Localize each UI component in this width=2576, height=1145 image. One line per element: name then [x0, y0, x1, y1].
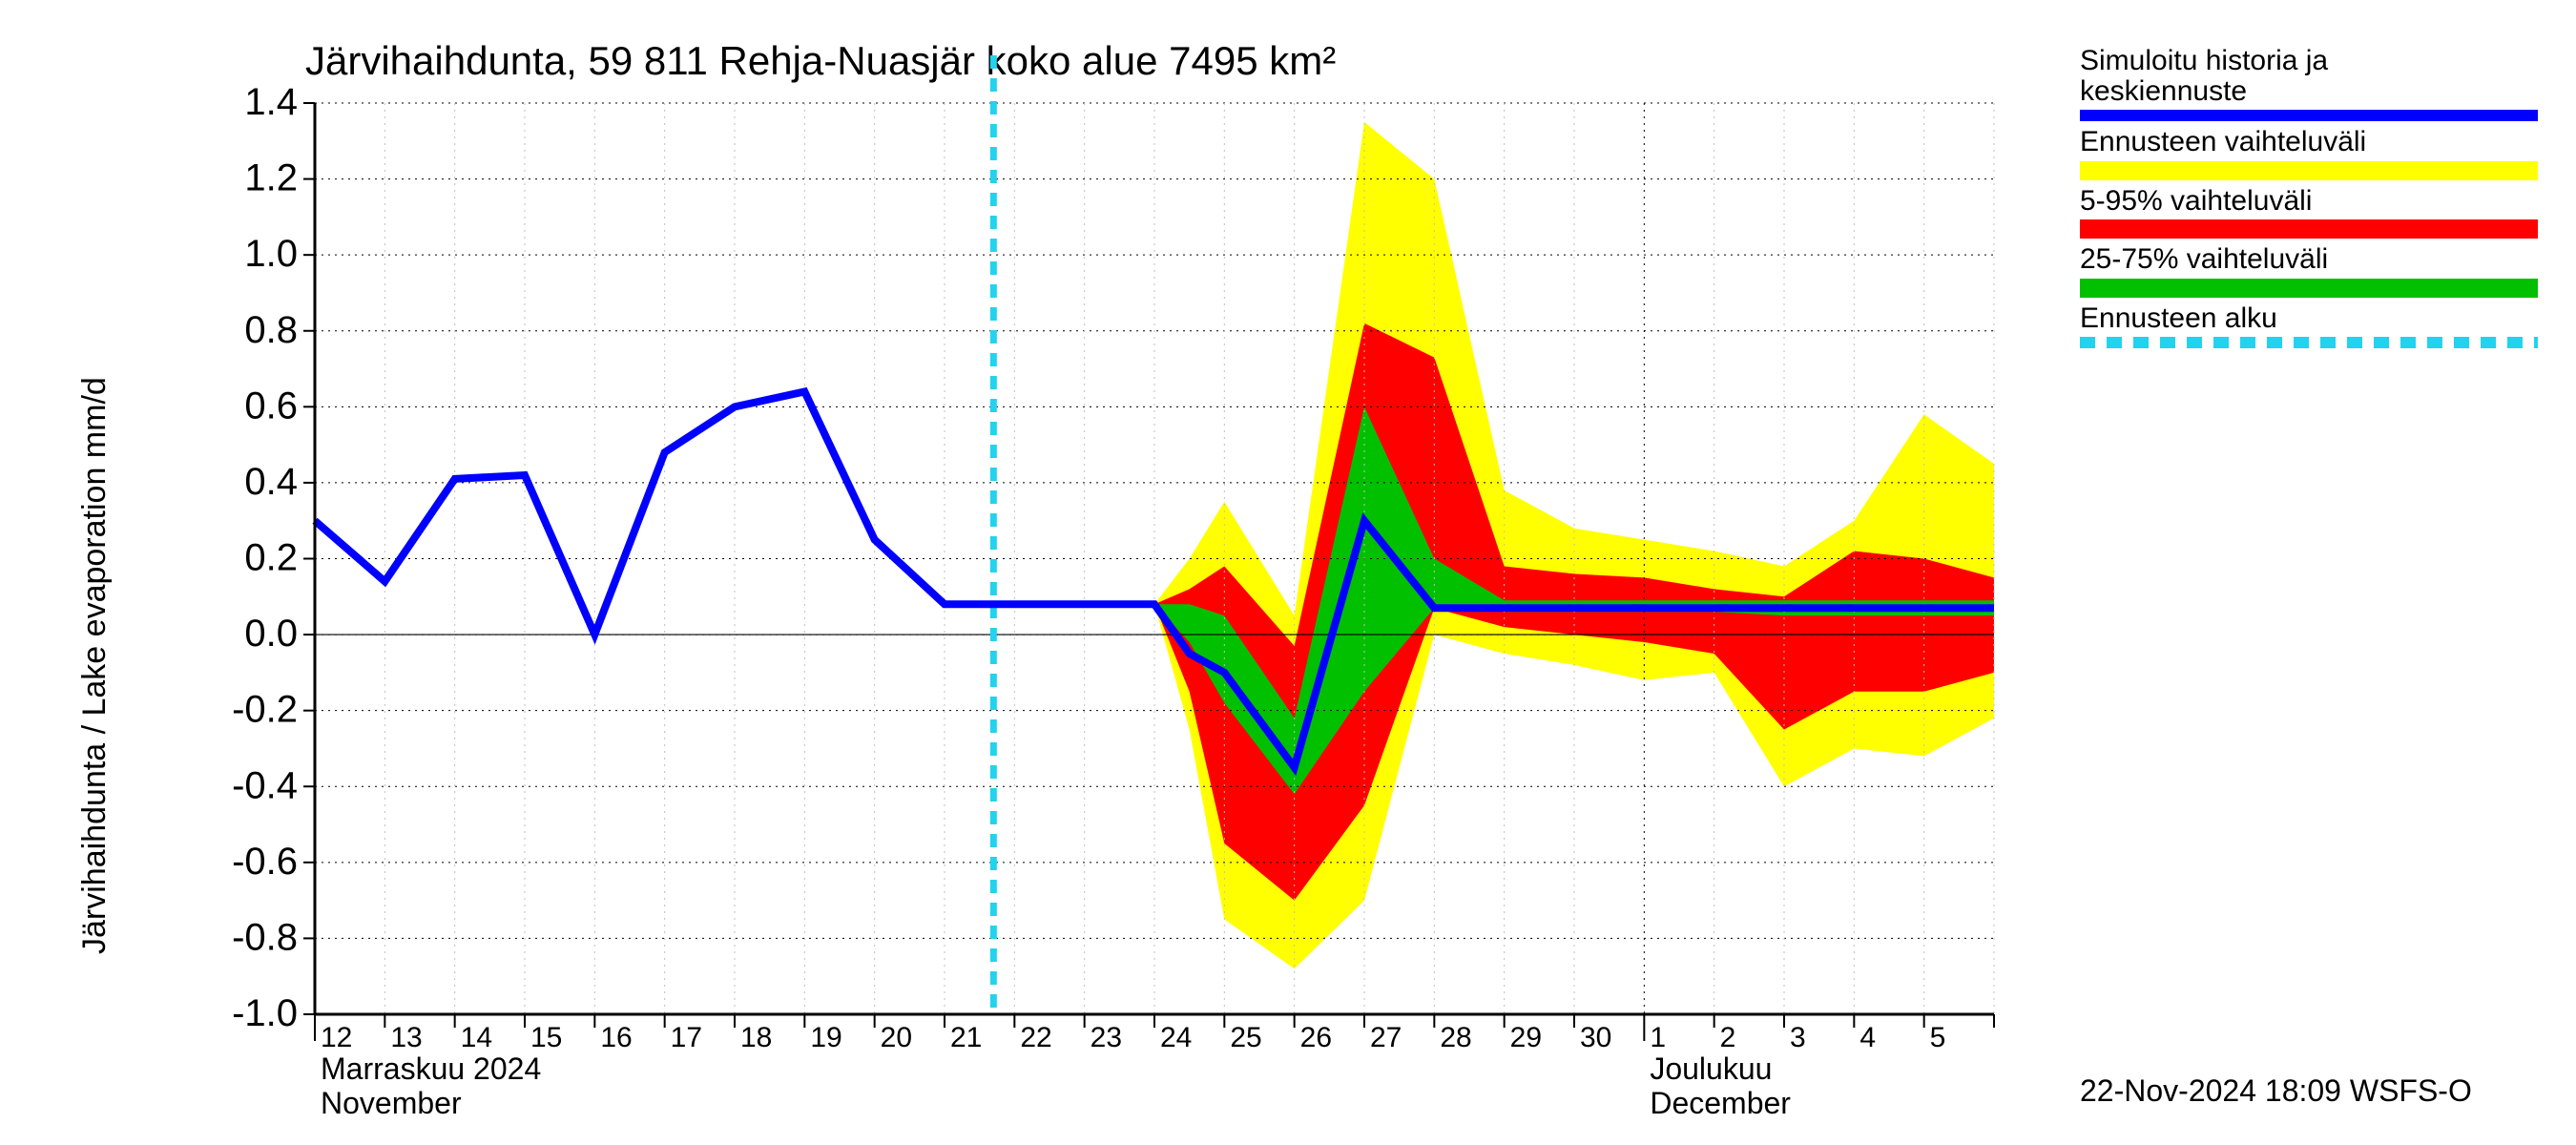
y-tick-label: 0.0 — [244, 613, 298, 655]
x-day-label: 1 — [1650, 1022, 1666, 1053]
y-tick-label: -0.4 — [232, 764, 298, 806]
y-tick-label: 0.2 — [244, 537, 298, 579]
y-tick-label: -0.2 — [232, 689, 298, 731]
chart-page: { "chart": { "type": "line-with-bands", … — [0, 0, 2576, 1145]
legend-label: 5-95% vaihteluväli — [2080, 186, 2538, 217]
legend-swatch — [2080, 337, 2538, 348]
legend-label: 25-75% vaihteluväli — [2080, 244, 2538, 275]
y-tick-label: 0.4 — [244, 461, 298, 503]
x-day-label: 22 — [1020, 1022, 1051, 1053]
x-day-label: 15 — [530, 1022, 562, 1053]
x-day-label: 3 — [1790, 1022, 1806, 1053]
legend-swatch — [2080, 279, 2538, 298]
y-axis-label: Järvihaihdunta / Lake evaporation mm/d — [76, 48, 114, 954]
x-day-label: 5 — [1930, 1022, 1946, 1053]
y-tick-label: 1.0 — [244, 233, 298, 275]
x-day-label: 14 — [461, 1022, 492, 1053]
x-month-label: December — [1650, 1086, 1791, 1120]
y-tick-label: 0.8 — [244, 309, 298, 351]
legend-swatch — [2080, 161, 2538, 180]
legend-swatch — [2080, 110, 2538, 121]
x-day-label: 23 — [1091, 1022, 1122, 1053]
y-tick-label: 0.6 — [244, 385, 298, 427]
y-tick-label: -0.8 — [232, 916, 298, 958]
legend-entry: 25-75% vaihteluväli — [2080, 244, 2538, 298]
x-day-label: 19 — [810, 1022, 841, 1053]
legend-entry: 5-95% vaihteluväli — [2080, 186, 2538, 239]
x-day-label: 29 — [1510, 1022, 1542, 1053]
x-day-label: 2 — [1720, 1022, 1736, 1053]
legend-entry: Ennusteen vaihteluväli — [2080, 127, 2538, 180]
legend-label: Ennusteen alku — [2080, 303, 2538, 334]
y-tick-label: 1.2 — [244, 157, 298, 199]
y-tick-label: -0.6 — [232, 841, 298, 883]
x-day-label: 16 — [600, 1022, 632, 1053]
x-day-label: 4 — [1859, 1022, 1876, 1053]
x-month-label: Joulukuu — [1650, 1051, 1772, 1086]
x-day-label: 28 — [1440, 1022, 1471, 1053]
y-tick-label: 1.4 — [244, 81, 298, 123]
x-day-label: 26 — [1300, 1022, 1332, 1053]
legend-label: Simuloitu historia jakeskiennuste — [2080, 46, 2538, 106]
footer-timestamp: 22-Nov-2024 18:09 WSFS-O — [2080, 1073, 2472, 1109]
x-day-label: 17 — [671, 1022, 702, 1053]
x-month-label: Marraskuu 2024 — [321, 1051, 541, 1086]
x-day-label: 20 — [881, 1022, 912, 1053]
legend-entry: Ennusteen alku — [2080, 303, 2538, 349]
x-day-label: 24 — [1160, 1022, 1192, 1053]
legend-label: Ennusteen vaihteluväli — [2080, 127, 2538, 157]
x-day-label: 30 — [1580, 1022, 1611, 1053]
x-day-label: 18 — [740, 1022, 772, 1053]
legend-swatch — [2080, 219, 2538, 239]
legend: Simuloitu historia jakeskiennuste Ennuste… — [2080, 46, 2538, 354]
legend-entry: Simuloitu historia jakeskiennuste — [2080, 46, 2538, 121]
x-day-label: 21 — [950, 1022, 982, 1053]
plot-area: -1.0 -0.8 -0.6 -0.4 -0.2 0.0 0.2 0.4 0.6 0.8 1.0 1.… — [124, 48, 2089, 1145]
x-day-label: 13 — [390, 1022, 422, 1053]
x-day-label: 12 — [321, 1022, 352, 1053]
x-day-label: 25 — [1230, 1022, 1261, 1053]
y-tick-label: -1.0 — [232, 992, 298, 1034]
x-month-label: November — [321, 1086, 462, 1120]
x-day-label: 27 — [1370, 1022, 1402, 1053]
